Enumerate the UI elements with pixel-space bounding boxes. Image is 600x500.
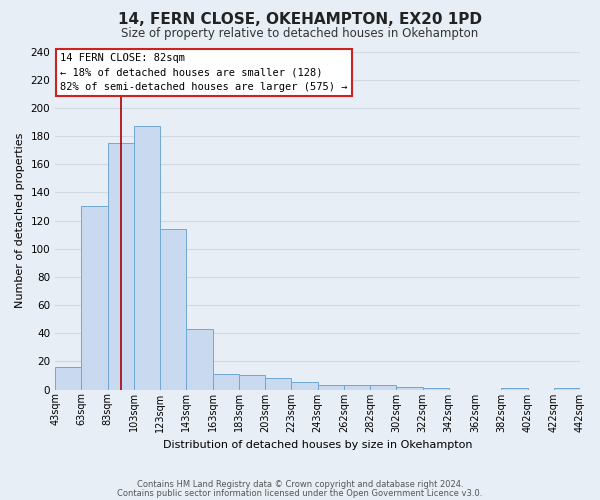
- Bar: [239, 376, 265, 390]
- Bar: [422, 388, 449, 390]
- X-axis label: Distribution of detached houses by size in Okehampton: Distribution of detached houses by size …: [163, 440, 472, 450]
- Bar: [501, 388, 527, 390]
- Bar: [160, 229, 187, 390]
- Bar: [317, 386, 344, 390]
- Bar: [82, 206, 107, 390]
- Bar: [370, 386, 397, 390]
- Bar: [292, 382, 317, 390]
- Text: 14, FERN CLOSE, OKEHAMPTON, EX20 1PD: 14, FERN CLOSE, OKEHAMPTON, EX20 1PD: [118, 12, 482, 28]
- Bar: [554, 388, 580, 390]
- Bar: [265, 378, 292, 390]
- Bar: [212, 374, 239, 390]
- Text: Contains public sector information licensed under the Open Government Licence v3: Contains public sector information licen…: [118, 489, 482, 498]
- Bar: [397, 386, 422, 390]
- Text: Contains HM Land Registry data © Crown copyright and database right 2024.: Contains HM Land Registry data © Crown c…: [137, 480, 463, 489]
- Y-axis label: Number of detached properties: Number of detached properties: [15, 133, 25, 308]
- Bar: [344, 386, 370, 390]
- Bar: [107, 143, 134, 390]
- Text: 14 FERN CLOSE: 82sqm
← 18% of detached houses are smaller (128)
82% of semi-deta: 14 FERN CLOSE: 82sqm ← 18% of detached h…: [61, 53, 348, 92]
- Text: Size of property relative to detached houses in Okehampton: Size of property relative to detached ho…: [121, 28, 479, 40]
- Bar: [187, 329, 212, 390]
- Bar: [55, 367, 82, 390]
- Bar: [134, 126, 160, 390]
